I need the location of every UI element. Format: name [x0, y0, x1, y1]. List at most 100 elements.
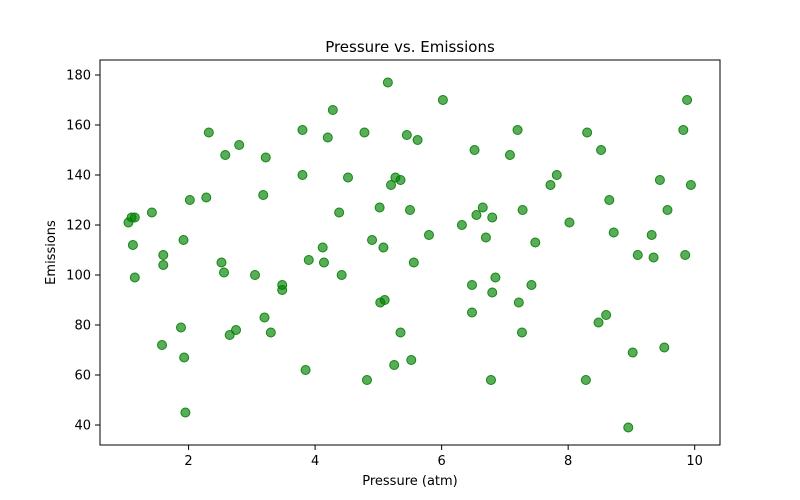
- data-point: [654, 175, 665, 185]
- data-point: [659, 342, 670, 353]
- data-point: [467, 307, 477, 318]
- data-point: [487, 212, 498, 223]
- data-point: [389, 360, 400, 370]
- data-point: [456, 220, 467, 230]
- data-point: [216, 257, 227, 268]
- data-point: [467, 280, 477, 290]
- data-point: [234, 140, 245, 150]
- x-tick-label: 10: [686, 454, 703, 469]
- y-tick-label: 140: [66, 169, 91, 184]
- data-point: [513, 297, 524, 308]
- data-point: [258, 190, 269, 200]
- data-point: [327, 105, 338, 115]
- data-point: [175, 322, 186, 333]
- data-point: [374, 202, 385, 213]
- data-point: [378, 242, 389, 253]
- data-point: [685, 180, 696, 190]
- data-point: [303, 255, 314, 265]
- data-point: [580, 375, 591, 385]
- data-point: [300, 365, 311, 375]
- data-point: [382, 77, 393, 88]
- data-point: [265, 327, 276, 338]
- data-point: [608, 227, 619, 238]
- data-point: [322, 132, 333, 143]
- data-point: [203, 127, 214, 138]
- data-point: [678, 125, 689, 135]
- data-point: [343, 172, 353, 183]
- data-point: [158, 250, 169, 260]
- plot-frame: [99, 59, 721, 446]
- data-point: [627, 347, 638, 358]
- y-tick-label: 100: [66, 269, 91, 284]
- data-point: [646, 230, 657, 240]
- data-point: [297, 125, 308, 135]
- y-axis-label: Emissions: [44, 220, 59, 285]
- data-point: [367, 235, 378, 245]
- data-point: [596, 145, 607, 155]
- chart-title: Pressure vs. Emissions: [325, 38, 495, 56]
- data-point: [512, 125, 523, 135]
- data-point: [471, 210, 482, 220]
- data-point: [632, 250, 643, 260]
- data-point: [250, 270, 260, 280]
- data-point: [127, 240, 138, 250]
- data-point: [401, 130, 412, 140]
- data-point: [179, 352, 190, 363]
- data-point: [146, 207, 157, 218]
- y-axis: 40 60 80 100 120 140 160 180: [66, 69, 100, 434]
- data-point: [623, 422, 634, 433]
- data-point: [480, 232, 491, 243]
- data-point: [259, 312, 270, 323]
- data-point: [504, 150, 515, 160]
- data-point: [564, 217, 575, 228]
- data-point: [395, 327, 406, 338]
- data-point: [220, 150, 231, 160]
- data-point: [604, 195, 615, 205]
- data-point: [201, 192, 212, 203]
- data-point: [129, 212, 140, 223]
- data-point: [593, 317, 604, 328]
- data-point: [297, 170, 308, 180]
- data-point: [662, 205, 673, 215]
- data-point: [318, 257, 329, 268]
- data-point: [277, 285, 288, 295]
- x-tick-label: 4: [311, 454, 319, 469]
- y-tick-label: 80: [74, 319, 91, 334]
- data-point: [158, 260, 169, 270]
- data-point: [437, 95, 448, 105]
- data-point: [469, 145, 480, 155]
- data-point: [406, 355, 417, 365]
- data-point: [180, 407, 191, 418]
- x-tick-label: 6: [437, 454, 445, 469]
- y-tick-label: 60: [74, 369, 91, 384]
- x-axis-label: Pressure (atm): [362, 474, 458, 489]
- data-point: [545, 180, 556, 190]
- data-point: [405, 205, 415, 215]
- data-point: [395, 175, 406, 185]
- data-point: [582, 127, 593, 138]
- data-point: [129, 272, 140, 283]
- data-point: [317, 242, 328, 253]
- y-tick-label: 40: [74, 419, 91, 434]
- points-layer: [123, 77, 696, 433]
- y-tick-label: 120: [66, 219, 91, 234]
- data-point: [260, 152, 271, 163]
- data-point: [526, 280, 537, 290]
- data-point: [648, 252, 659, 263]
- data-point: [359, 127, 370, 138]
- data-point: [336, 270, 347, 280]
- data-point: [551, 170, 562, 180]
- data-point: [477, 202, 488, 213]
- data-point: [490, 272, 501, 283]
- data-point: [412, 135, 423, 145]
- data-point: [184, 195, 195, 205]
- data-point: [423, 230, 434, 240]
- x-tick-label: 2: [184, 454, 192, 469]
- data-point: [530, 237, 541, 248]
- data-point: [178, 235, 189, 245]
- data-point: [379, 295, 390, 305]
- data-point: [157, 340, 167, 350]
- data-point: [680, 250, 691, 260]
- data-point: [516, 327, 527, 338]
- data-point: [386, 180, 397, 190]
